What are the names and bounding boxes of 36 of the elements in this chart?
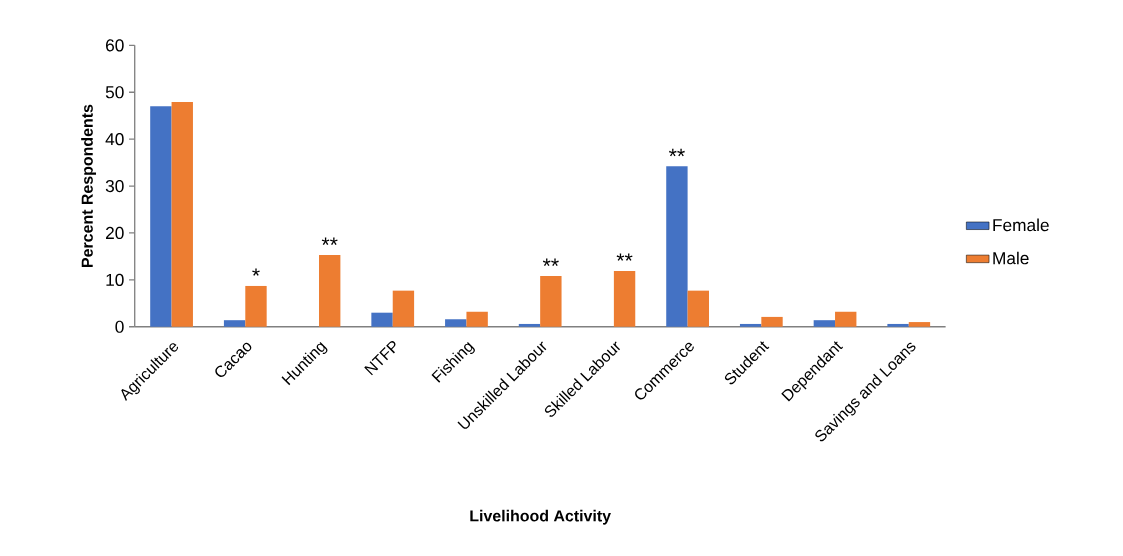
bar [761, 316, 783, 327]
annotation: ** [616, 253, 633, 261]
annotation: ** [321, 237, 338, 245]
y-tick-label: 30 [105, 179, 124, 193]
bar [245, 285, 267, 327]
y-tick-label: 50 [105, 86, 124, 99]
annotation: ** [668, 148, 685, 157]
bar [392, 290, 415, 327]
bar [371, 312, 393, 327]
annotation: ** [542, 258, 559, 266]
bar [319, 254, 341, 327]
y-tick-label: 20 [106, 226, 124, 239]
bar [540, 276, 562, 327]
bar [687, 290, 709, 327]
bar [518, 323, 541, 327]
annotation: * [252, 268, 260, 276]
legend-label: Female [993, 218, 1049, 232]
bar [171, 102, 193, 327]
bar [835, 311, 857, 327]
y-tick-label: 10 [106, 273, 124, 286]
bar [466, 311, 488, 327]
y-tick-label: 40 [105, 132, 124, 146]
y-tick-label: 0 [115, 320, 124, 333]
bar [150, 106, 172, 327]
bar [739, 323, 762, 327]
x-axis-title: Livelihood Activity [470, 509, 611, 525]
bar [613, 270, 636, 327]
bar [887, 323, 909, 327]
y-tick-label: 60 [106, 39, 124, 52]
bar [666, 166, 688, 327]
bar [223, 320, 246, 327]
bar [908, 321, 931, 327]
y-axis-title: Percent Respondents [81, 104, 97, 267]
legend-label: Male [993, 251, 1029, 265]
bar [445, 319, 467, 327]
bar [813, 320, 836, 327]
